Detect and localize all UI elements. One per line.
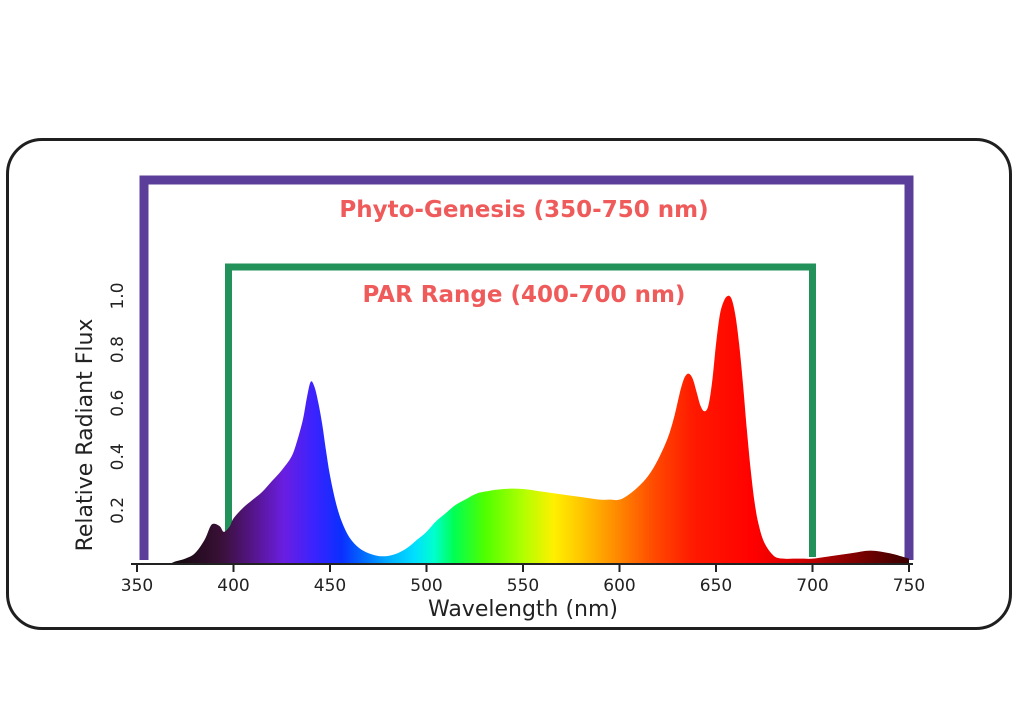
y-axis-ticks: 0.2 0.4 0.6 0.8 1.0	[108, 282, 128, 523]
x-tick-label: 750	[893, 576, 925, 596]
x-tick-label: 700	[796, 576, 828, 596]
par-range-bracket	[225, 263, 816, 557]
y-tick-label: 1.0	[108, 282, 128, 309]
y-tick-label: 0.4	[108, 443, 128, 470]
phyto-genesis-bracket	[139, 175, 914, 560]
y-tick-label: 0.2	[108, 497, 128, 524]
y-tick-label: 0.8	[108, 336, 128, 363]
y-axis-title: Relative Radiant Flux	[73, 319, 98, 552]
phyto-genesis-label: Phyto-Genesis (350-750 nm)	[339, 197, 708, 223]
spectrum-area	[137, 295, 909, 564]
y-tick-label: 0.6	[108, 390, 128, 417]
x-tick-label: 350	[121, 576, 153, 596]
x-tick-label: 500	[410, 576, 442, 596]
par-range-label: PAR Range (400-700 nm)	[363, 282, 686, 308]
x-axis-title: Wavelength (nm)	[428, 597, 618, 622]
x-tick-label: 600	[603, 576, 635, 596]
x-tick-label: 400	[217, 576, 249, 596]
x-axis-ticks: 350 400 450 500 550 600 650 700 750	[121, 564, 925, 596]
x-tick-label: 650	[700, 576, 732, 596]
x-tick-label: 450	[314, 576, 346, 596]
x-tick-label: 550	[507, 576, 539, 596]
